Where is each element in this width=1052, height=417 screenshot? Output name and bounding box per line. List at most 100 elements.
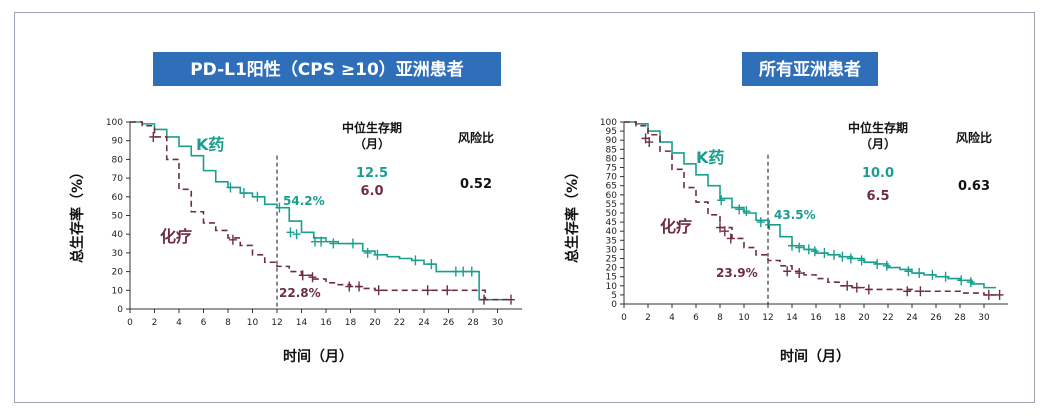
censor-mark-k_drug bbox=[467, 266, 476, 277]
y-tick-label: 10 bbox=[606, 282, 618, 292]
y-tick-label: 100 bbox=[106, 118, 123, 128]
censor-mark-k_drug bbox=[756, 217, 765, 228]
y-tick-label: 95 bbox=[606, 127, 617, 137]
censor-mark-k_drug bbox=[820, 248, 829, 259]
censor-mark-k_drug bbox=[873, 258, 882, 269]
survival-curve-chemo bbox=[130, 121, 510, 301]
y-tick-label: 40 bbox=[606, 227, 618, 237]
censor-mark-chemo bbox=[355, 281, 364, 292]
censor-mark-chemo bbox=[228, 234, 237, 245]
censor-mark-k_drug bbox=[363, 247, 372, 258]
chart-left-ylabel: 总生存率（%） bbox=[69, 165, 86, 263]
chart-left-median-chemo: 6.0 bbox=[360, 184, 383, 199]
chart-right-landmark-k: 43.5% bbox=[774, 208, 816, 222]
censor-mark-chemo bbox=[720, 226, 729, 237]
censor-mark-chemo bbox=[374, 285, 383, 296]
x-tick-label: 0 bbox=[127, 318, 133, 328]
censor-mark-chemo bbox=[443, 285, 452, 296]
censor-mark-chemo bbox=[783, 266, 792, 277]
y-tick-label: 70 bbox=[112, 174, 124, 184]
chart-right-median-header: 中位生存期 bbox=[848, 120, 908, 135]
chart-left-xlabel: 时间（月） bbox=[283, 348, 353, 365]
y-tick-label: 60 bbox=[112, 193, 124, 203]
chart-right-hazard-ratio: 0.63 bbox=[958, 179, 990, 194]
chart-right-title-band bbox=[742, 52, 878, 86]
censor-mark-k_drug bbox=[348, 238, 357, 249]
censor-mark-chemo bbox=[916, 286, 925, 297]
censor-mark-k_drug bbox=[830, 249, 838, 260]
y-tick-label: 25 bbox=[606, 255, 617, 265]
censor-mark-k_drug bbox=[286, 227, 295, 238]
chart-right-median-k: 10.0 bbox=[862, 166, 894, 181]
chart-left-median-unit: （月） bbox=[354, 136, 390, 151]
censor-mark-k_drug bbox=[795, 242, 804, 253]
censor-mark-chemo bbox=[308, 272, 317, 283]
y-tick-label: 50 bbox=[112, 212, 124, 222]
chart-left-median-k: 12.5 bbox=[356, 166, 388, 181]
x-tick-label: 2 bbox=[645, 313, 651, 323]
chart-right-title: 所有亚洲患者 bbox=[759, 59, 861, 80]
x-tick-label: 12 bbox=[271, 318, 282, 328]
y-tick-label: 80 bbox=[606, 154, 618, 164]
censor-mark-k_drug bbox=[329, 238, 338, 249]
censor-mark-chemo bbox=[345, 281, 354, 292]
censor-mark-chemo bbox=[795, 268, 804, 279]
censor-mark-chemo bbox=[995, 289, 1004, 300]
x-tick-label: 16 bbox=[810, 313, 822, 323]
censor-mark-chemo bbox=[864, 284, 873, 295]
y-tick-label: 15 bbox=[606, 273, 617, 283]
censor-mark-chemo bbox=[903, 286, 912, 297]
censor-mark-k_drug bbox=[788, 240, 796, 251]
x-tick-label: 14 bbox=[296, 318, 308, 328]
x-tick-label: 26 bbox=[930, 313, 942, 323]
x-tick-label: 10 bbox=[738, 313, 750, 323]
censor-mark-chemo bbox=[149, 131, 158, 142]
survival-curve-k_drug bbox=[624, 121, 996, 289]
y-tick-label: 85 bbox=[606, 145, 617, 155]
chart-left: PD-L1阳性（CPS ≥10）亚洲患者 总生存率（%） 时间（月） 中位生存期… bbox=[69, 52, 522, 365]
chart-left-title-band bbox=[153, 52, 501, 86]
x-tick-label: 0 bbox=[621, 313, 627, 323]
y-tick-label: 30 bbox=[112, 249, 124, 259]
censor-mark-chemo bbox=[984, 289, 993, 300]
censor-mark-k_drug bbox=[742, 206, 751, 217]
y-tick-label: 60 bbox=[606, 191, 618, 201]
chart-left-hazard-ratio: 0.52 bbox=[460, 177, 492, 192]
censor-mark-k_drug bbox=[838, 251, 847, 262]
chart-left-hr-header: 风险比 bbox=[458, 130, 494, 145]
x-tick-label: 24 bbox=[418, 318, 430, 328]
y-tick-label: 50 bbox=[606, 209, 618, 219]
chart-right-landmark-chemo: 23.9% bbox=[716, 266, 758, 280]
x-tick-label: 4 bbox=[669, 313, 675, 323]
y-tick-label: 45 bbox=[606, 218, 617, 228]
censor-mark-k_drug bbox=[451, 266, 460, 277]
y-tick-label: 75 bbox=[606, 164, 617, 174]
chart-right-median-unit: （月） bbox=[860, 136, 896, 151]
survival-curve-k_drug bbox=[130, 121, 510, 301]
x-tick-label: 4 bbox=[176, 318, 182, 328]
chart-right-plot: 0510152025303540455055606570758085909510… bbox=[600, 118, 1008, 323]
censor-mark-chemo bbox=[843, 280, 852, 291]
censor-mark-chemo bbox=[506, 294, 515, 305]
x-tick-label: 6 bbox=[201, 318, 207, 328]
censor-mark-k_drug bbox=[411, 255, 420, 266]
x-tick-label: 14 bbox=[786, 313, 798, 323]
x-tick-label: 20 bbox=[369, 318, 381, 328]
y-tick-label: 0 bbox=[611, 300, 617, 310]
y-tick-label: 35 bbox=[606, 236, 617, 246]
x-tick-label: 30 bbox=[978, 313, 990, 323]
censor-mark-k_drug bbox=[275, 202, 284, 213]
x-tick-label: 18 bbox=[834, 313, 846, 323]
x-tick-label: 24 bbox=[906, 313, 918, 323]
censor-mark-k_drug bbox=[317, 236, 326, 247]
chart-right-hr-header: 风险比 bbox=[956, 130, 992, 145]
y-tick-label: 70 bbox=[606, 173, 618, 183]
censor-mark-k_drug bbox=[804, 244, 813, 255]
censor-mark-k_drug bbox=[239, 188, 248, 199]
x-tick-label: 16 bbox=[320, 318, 332, 328]
x-tick-label: 28 bbox=[467, 318, 479, 328]
y-tick-label: 0 bbox=[117, 305, 123, 315]
censor-mark-k_drug bbox=[253, 191, 262, 202]
chart-left-label-chemo: 化疗 bbox=[160, 227, 192, 246]
